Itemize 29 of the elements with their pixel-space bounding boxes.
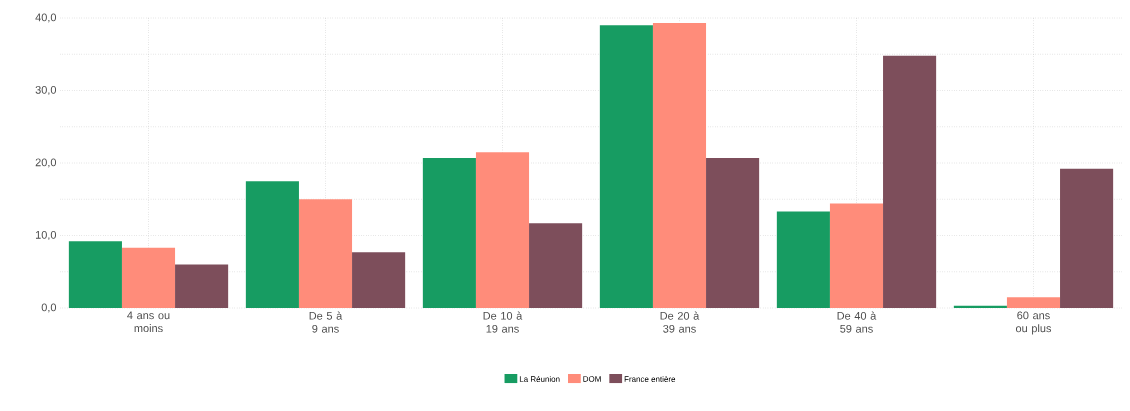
bar — [529, 223, 583, 308]
bar — [352, 252, 406, 308]
bar — [829, 203, 884, 308]
y-tick-label: 10,0 — [35, 230, 57, 241]
bar — [245, 181, 299, 308]
bar — [706, 157, 760, 308]
bar — [121, 247, 176, 308]
bar — [175, 264, 229, 308]
bar — [953, 305, 1007, 308]
y-tick-label: 20,0 — [35, 158, 57, 168]
bar — [68, 241, 122, 308]
bar — [422, 157, 476, 308]
x-tick-label: De 40 à 59 ans — [837, 311, 877, 333]
y-tick-label: 0,0 — [41, 303, 57, 313]
bar — [883, 55, 937, 308]
bar — [776, 211, 830, 308]
bar — [652, 23, 707, 308]
x-tick-label: 60 ans ou plus — [1015, 311, 1052, 335]
bar — [1060, 168, 1114, 308]
x-tick-label: De 20 à 39 ans — [660, 311, 700, 333]
y-tick-label: 40,0 — [35, 13, 57, 23]
bar — [475, 152, 530, 308]
x-tick-label: De 5 à 9 ans — [309, 311, 343, 333]
bar — [298, 199, 353, 308]
bar — [599, 25, 653, 308]
y-tick-label: 30,0 — [35, 85, 57, 96]
x-tick-label: 4 ans ou moins — [127, 311, 170, 333]
x-tick-label: De 10 à 19 ans — [483, 311, 523, 333]
bar — [1006, 297, 1061, 308]
